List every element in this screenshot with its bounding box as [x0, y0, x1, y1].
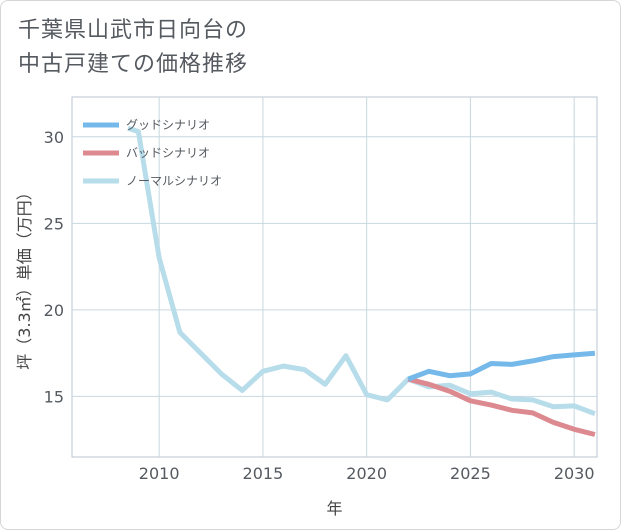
y-tick-label: 15 — [44, 387, 64, 406]
series-line-2 — [127, 125, 596, 417]
x-tick-label: 2020 — [346, 464, 387, 483]
y-tick-label: 20 — [44, 301, 64, 320]
y-tick-label: 30 — [44, 128, 64, 147]
y-tick-label: 25 — [44, 214, 64, 233]
x-axis-title: 年 — [326, 499, 342, 518]
series-line-1 — [407, 376, 596, 437]
chart-title: 千葉県山武市日向台の 中古戸建ての価格推移 — [18, 14, 418, 82]
chart-title-line1: 千葉県山武市日向台の — [18, 18, 249, 43]
x-tick-label: 2015 — [243, 464, 284, 483]
chart-title-line2: 中古戸建ての価格推移 — [18, 52, 249, 77]
x-tick-label: 2010 — [139, 464, 180, 483]
y-axis-title: 坪（3.3㎡）単価（万円） — [15, 184, 34, 369]
series-line-0 — [407, 350, 596, 382]
legend-label: ノーマルシナリオ — [126, 174, 222, 188]
x-tick-label: 2030 — [554, 464, 595, 483]
series-lines — [127, 125, 596, 437]
legend-label: バッドシナリオ — [126, 146, 210, 160]
x-tick-label: 2025 — [450, 464, 491, 483]
legend-label: グッドシナリオ — [126, 118, 210, 132]
